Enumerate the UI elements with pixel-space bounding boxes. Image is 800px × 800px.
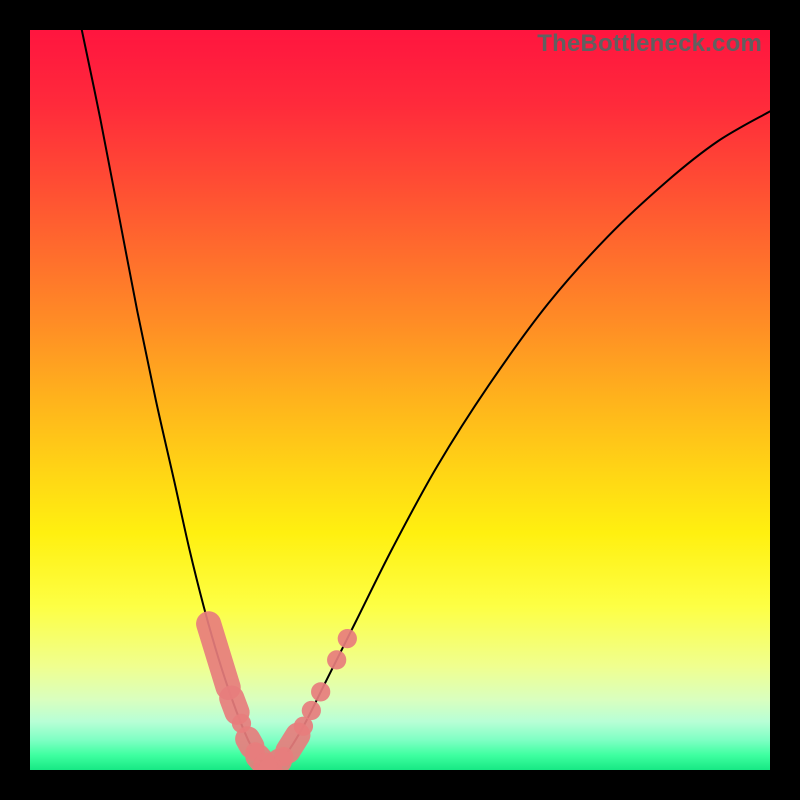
plot-area: TheBottleneck.com	[30, 30, 770, 770]
stage: TheBottleneck.com	[0, 0, 800, 800]
bottleneck-curve	[30, 30, 770, 770]
